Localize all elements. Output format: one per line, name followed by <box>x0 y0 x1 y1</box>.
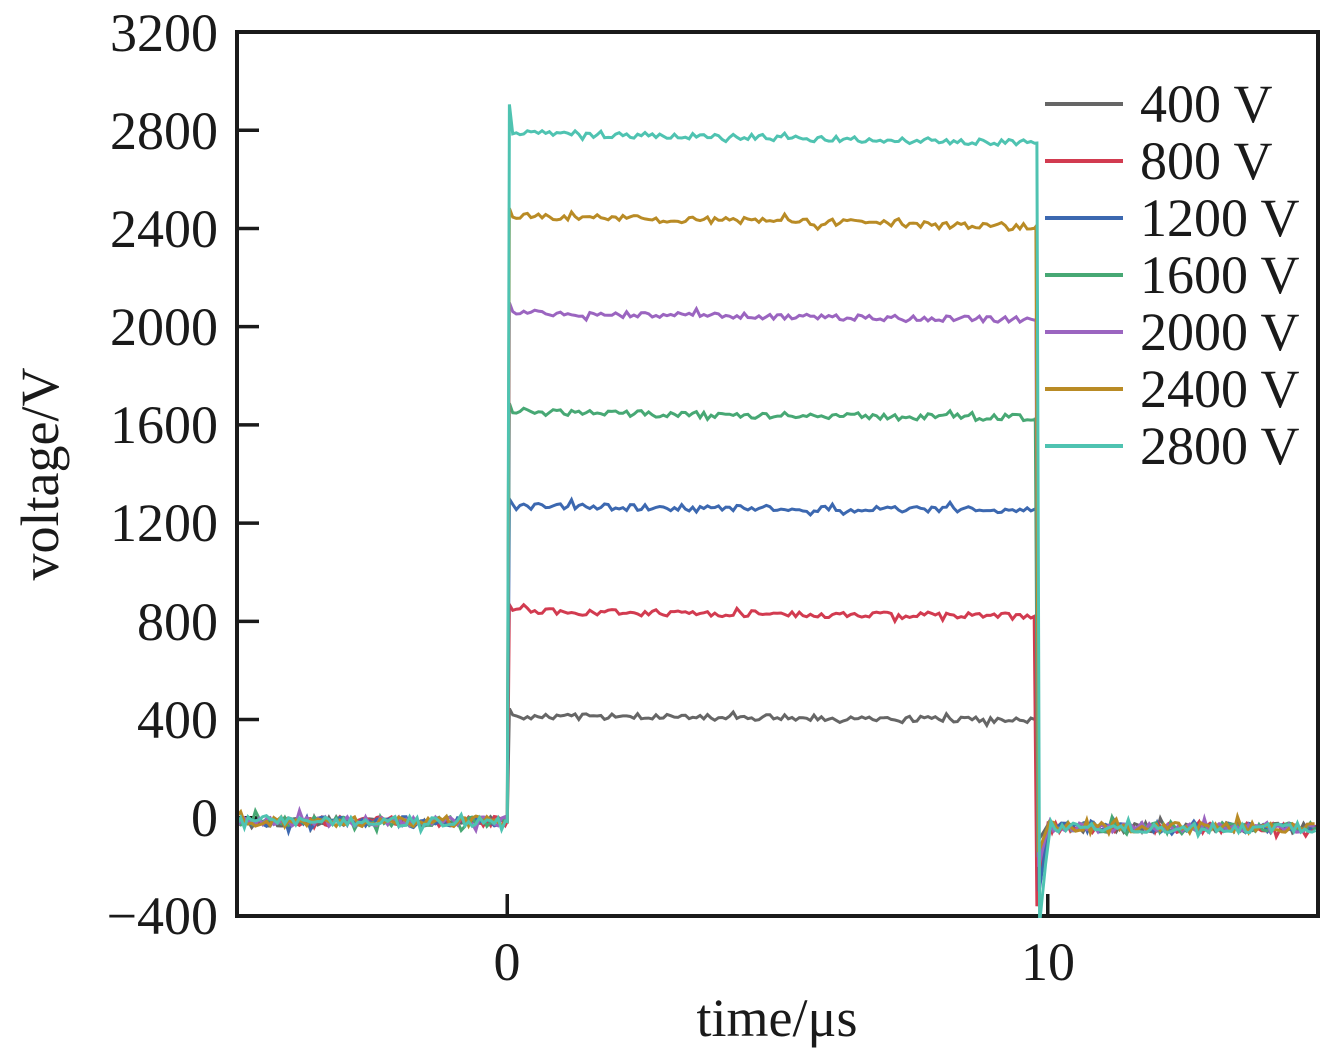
series-lines <box>239 104 1316 918</box>
legend-item: 800 V <box>1045 131 1273 191</box>
legend-item-label: 400 V <box>1140 74 1273 134</box>
legend-item: 2400 V <box>1045 359 1300 419</box>
x-axis-tick-labels: 0 10 <box>494 932 1076 992</box>
series-line-2800-v <box>239 104 1316 918</box>
legend-item-label: 2400 V <box>1140 359 1300 419</box>
series-line-800-v <box>239 599 1316 907</box>
y-tick-label: 1600 <box>110 395 218 455</box>
y-tick-label: −400 <box>107 886 218 946</box>
y-tick-label: 1200 <box>110 493 218 553</box>
y-tick-label: 0 <box>191 788 218 848</box>
y-tick-label: 2000 <box>110 297 218 357</box>
plot-border <box>235 30 1320 918</box>
legend-item-label: 1600 V <box>1140 245 1300 305</box>
legend-item: 2800 V <box>1045 416 1300 476</box>
y-tick-label: 2400 <box>110 199 218 259</box>
legend-item: 1600 V <box>1045 245 1300 305</box>
legend-item: 400 V <box>1045 74 1273 134</box>
legend-item: 1200 V <box>1045 188 1300 248</box>
y-tick-label: 800 <box>137 592 218 652</box>
y-tick-label: 3200 <box>110 3 218 63</box>
x-axis-label: time/μs <box>697 988 858 1048</box>
legend-item-label: 1200 V <box>1140 188 1300 248</box>
legend-item-label: 2800 V <box>1140 416 1300 476</box>
legend-item: 2000 V <box>1045 302 1300 362</box>
legend-item-label: 800 V <box>1140 131 1273 191</box>
y-tick-label: 2800 <box>110 101 218 161</box>
y-axis-tick-labels: 3200 2800 2400 2000 1600 1200 800 400 0 … <box>107 3 218 946</box>
x-tick-label: 10 <box>1021 932 1075 992</box>
axis-ticks <box>239 30 1050 918</box>
y-tick-label: 400 <box>137 690 218 750</box>
legend: 400 V 800 V 1200 V 1600 V 2000 V 2400 V … <box>1045 74 1300 476</box>
legend-item-label: 2000 V <box>1140 302 1300 362</box>
series-line-1200-v <box>239 493 1316 892</box>
y-axis-label: voltage/V <box>10 368 70 581</box>
x-tick-label: 0 <box>494 932 521 992</box>
